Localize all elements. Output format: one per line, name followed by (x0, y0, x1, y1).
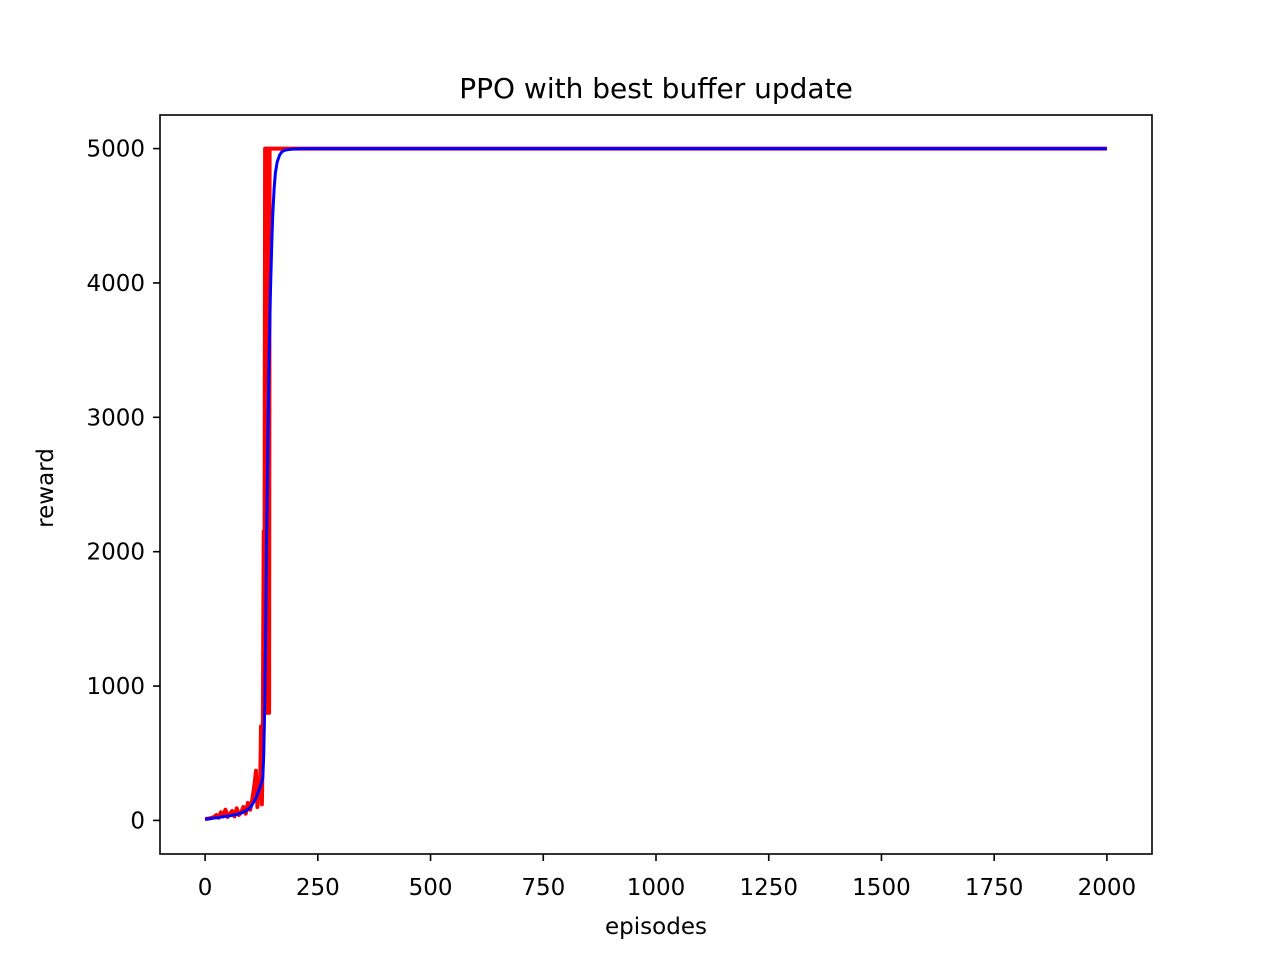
x-tick-label: 750 (521, 875, 565, 901)
x-axis-label: episodes (605, 914, 707, 940)
series-line-2 (205, 147, 1107, 821)
x-tick-label: 250 (296, 875, 340, 901)
y-tick-label: 4000 (86, 271, 145, 297)
y-tick-label: 3000 (86, 405, 145, 431)
x-tick-label: 1000 (627, 875, 686, 901)
x-tick-label: 1750 (965, 875, 1024, 901)
x-axis: 0 250 500 750 1000 1250 1500 1750 2000 (198, 854, 1136, 901)
x-tick-label: 0 (198, 875, 213, 901)
chart-title: PPO with best buffer update (459, 72, 853, 105)
y-axis: 0 1000 2000 3000 4000 5000 (86, 137, 160, 834)
x-tick-label: 2000 (1078, 875, 1137, 901)
y-tick-label: 0 (130, 808, 145, 834)
series-layer (204, 146, 1107, 822)
x-tick-label: 1250 (739, 875, 798, 901)
x-tick-label: 500 (409, 875, 453, 901)
x-tick-label: 1500 (852, 875, 911, 901)
y-axis-label: reward (33, 448, 59, 528)
y-tick-label: 5000 (86, 137, 145, 163)
y-tick-label: 2000 (86, 540, 145, 566)
y-tick-label: 1000 (86, 674, 145, 700)
